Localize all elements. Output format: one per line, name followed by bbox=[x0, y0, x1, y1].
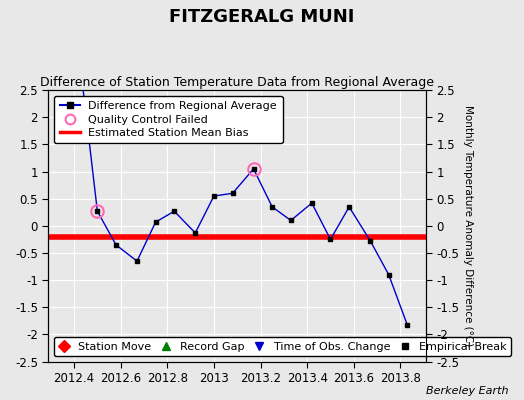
Y-axis label: Monthly Temperature Anomaly Difference (°C): Monthly Temperature Anomaly Difference (… bbox=[463, 105, 473, 346]
Title: Difference of Station Temperature Data from Regional Average: Difference of Station Temperature Data f… bbox=[40, 76, 434, 89]
Legend: Station Move, Record Gap, Time of Obs. Change, Empirical Break: Station Move, Record Gap, Time of Obs. C… bbox=[54, 337, 511, 356]
Text: FITZGERALG MUNI: FITZGERALG MUNI bbox=[169, 8, 355, 26]
Text: Berkeley Earth: Berkeley Earth bbox=[426, 386, 508, 396]
